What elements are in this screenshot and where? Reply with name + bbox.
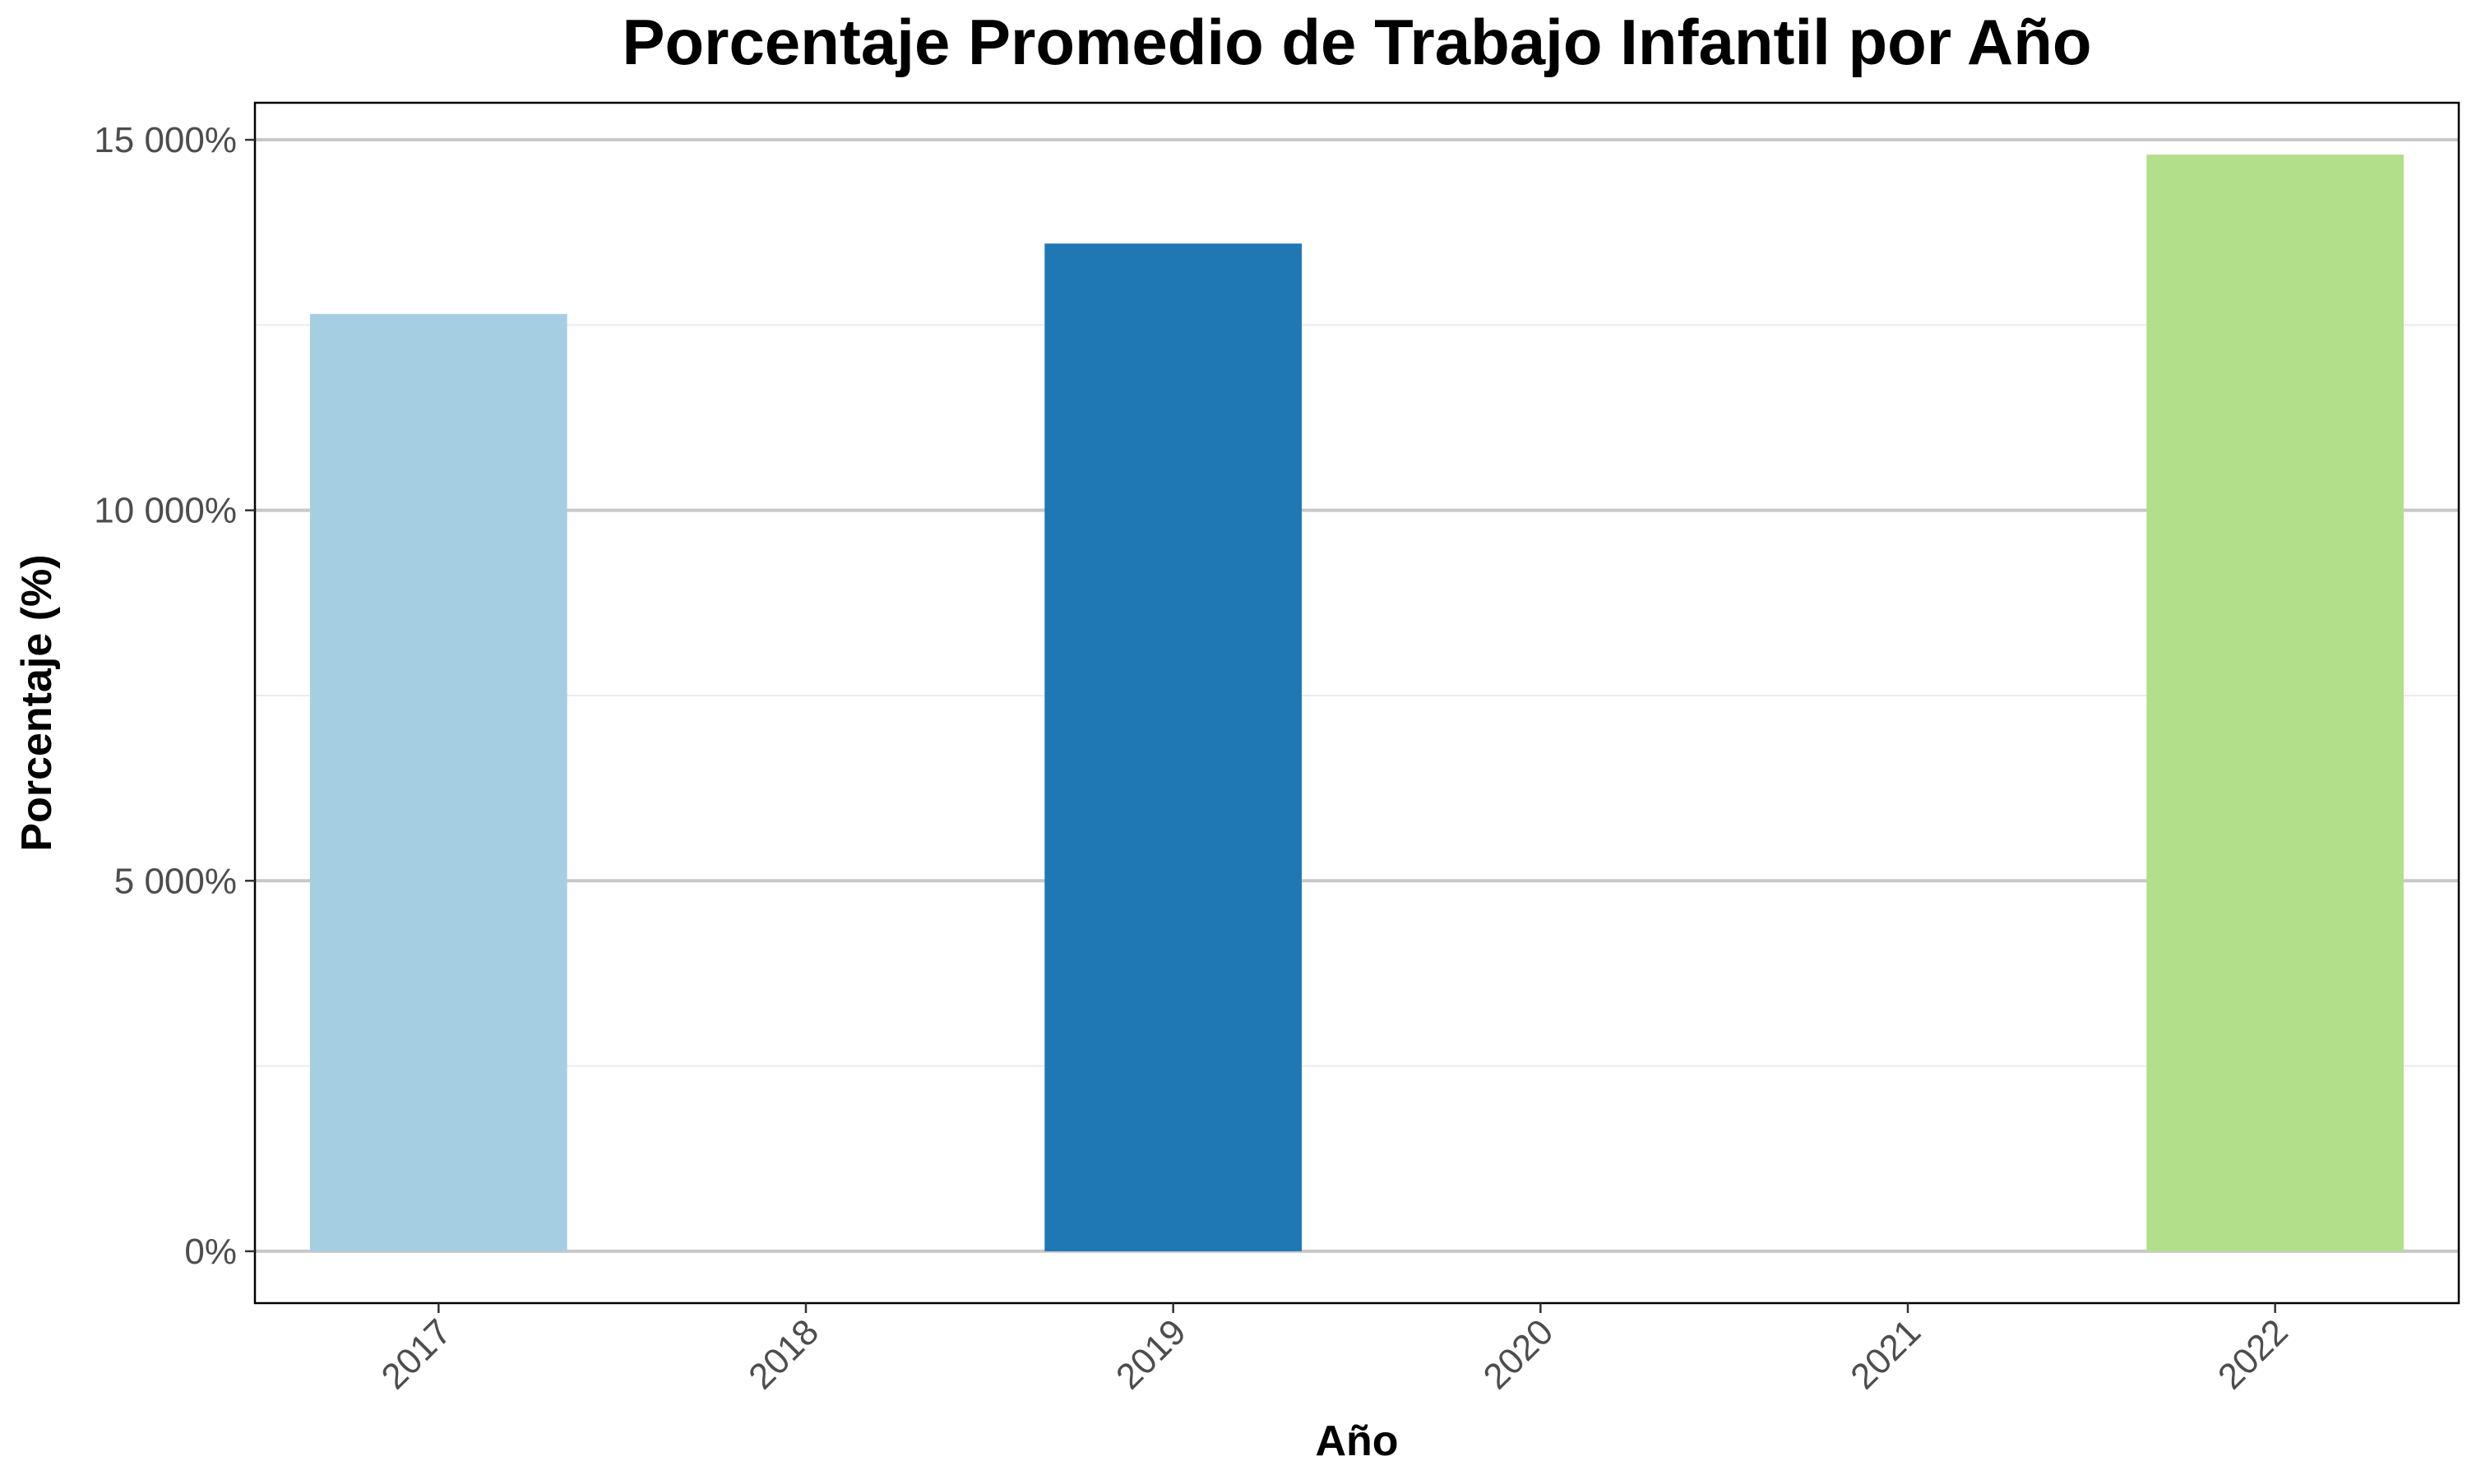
x-axis-ticks: 2017 2018 2019 2020 2021 2022 bbox=[374, 1303, 2296, 1397]
y-tick-label-3: 15 000% bbox=[94, 120, 237, 160]
x-axis-title: Año bbox=[1315, 1417, 1398, 1465]
y-tick-label-1: 5 000% bbox=[114, 861, 237, 901]
x-tick-label-2017: 2017 bbox=[374, 1311, 460, 1397]
x-tick-label-2018: 2018 bbox=[741, 1311, 826, 1397]
y-axis-title: Porcentaje (%) bbox=[13, 554, 61, 851]
grid-lines bbox=[255, 138, 2459, 1253]
bar-2022 bbox=[2146, 155, 2404, 1251]
bars bbox=[310, 155, 2404, 1251]
x-tick-label-2021: 2021 bbox=[1843, 1311, 1928, 1397]
bar-2019 bbox=[1044, 243, 1302, 1251]
y-tick-label-0: 0% bbox=[184, 1232, 237, 1272]
chart-title: Porcentaje Promedio de Trabajo Infantil … bbox=[622, 6, 2091, 78]
y-tick-label-2: 10 000% bbox=[94, 491, 237, 531]
bar-2017 bbox=[310, 313, 567, 1251]
x-tick-label-2022: 2022 bbox=[2210, 1311, 2296, 1397]
y-axis-ticks: 0% 5 000% 10 000% 15 000% bbox=[94, 120, 255, 1272]
x-tick-label-2020: 2020 bbox=[1476, 1311, 1562, 1397]
x-tick-label-2019: 2019 bbox=[1109, 1311, 1194, 1397]
plot-panel-border bbox=[253, 101, 2460, 1305]
